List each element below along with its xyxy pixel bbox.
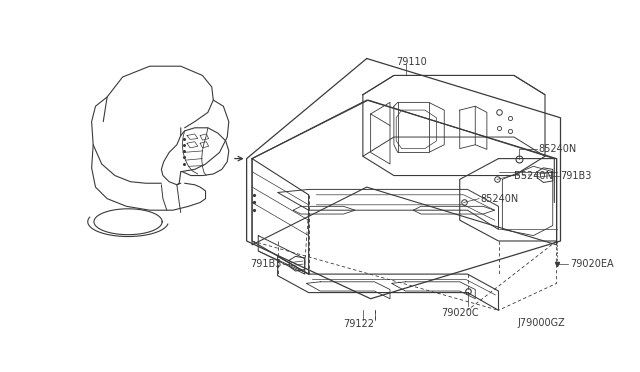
- Text: 85240N: 85240N: [539, 144, 577, 154]
- Text: 79122: 79122: [344, 319, 374, 329]
- Text: 79110: 79110: [396, 57, 427, 67]
- Text: 791B3: 791B3: [561, 170, 592, 180]
- Text: 791B3: 791B3: [250, 259, 282, 269]
- Text: 79020EA: 79020EA: [570, 259, 613, 269]
- Text: 79020C: 79020C: [441, 308, 479, 318]
- Text: 85240N: 85240N: [481, 194, 519, 203]
- Text: B5240N: B5240N: [514, 170, 553, 180]
- Text: J79000GZ: J79000GZ: [518, 318, 566, 328]
